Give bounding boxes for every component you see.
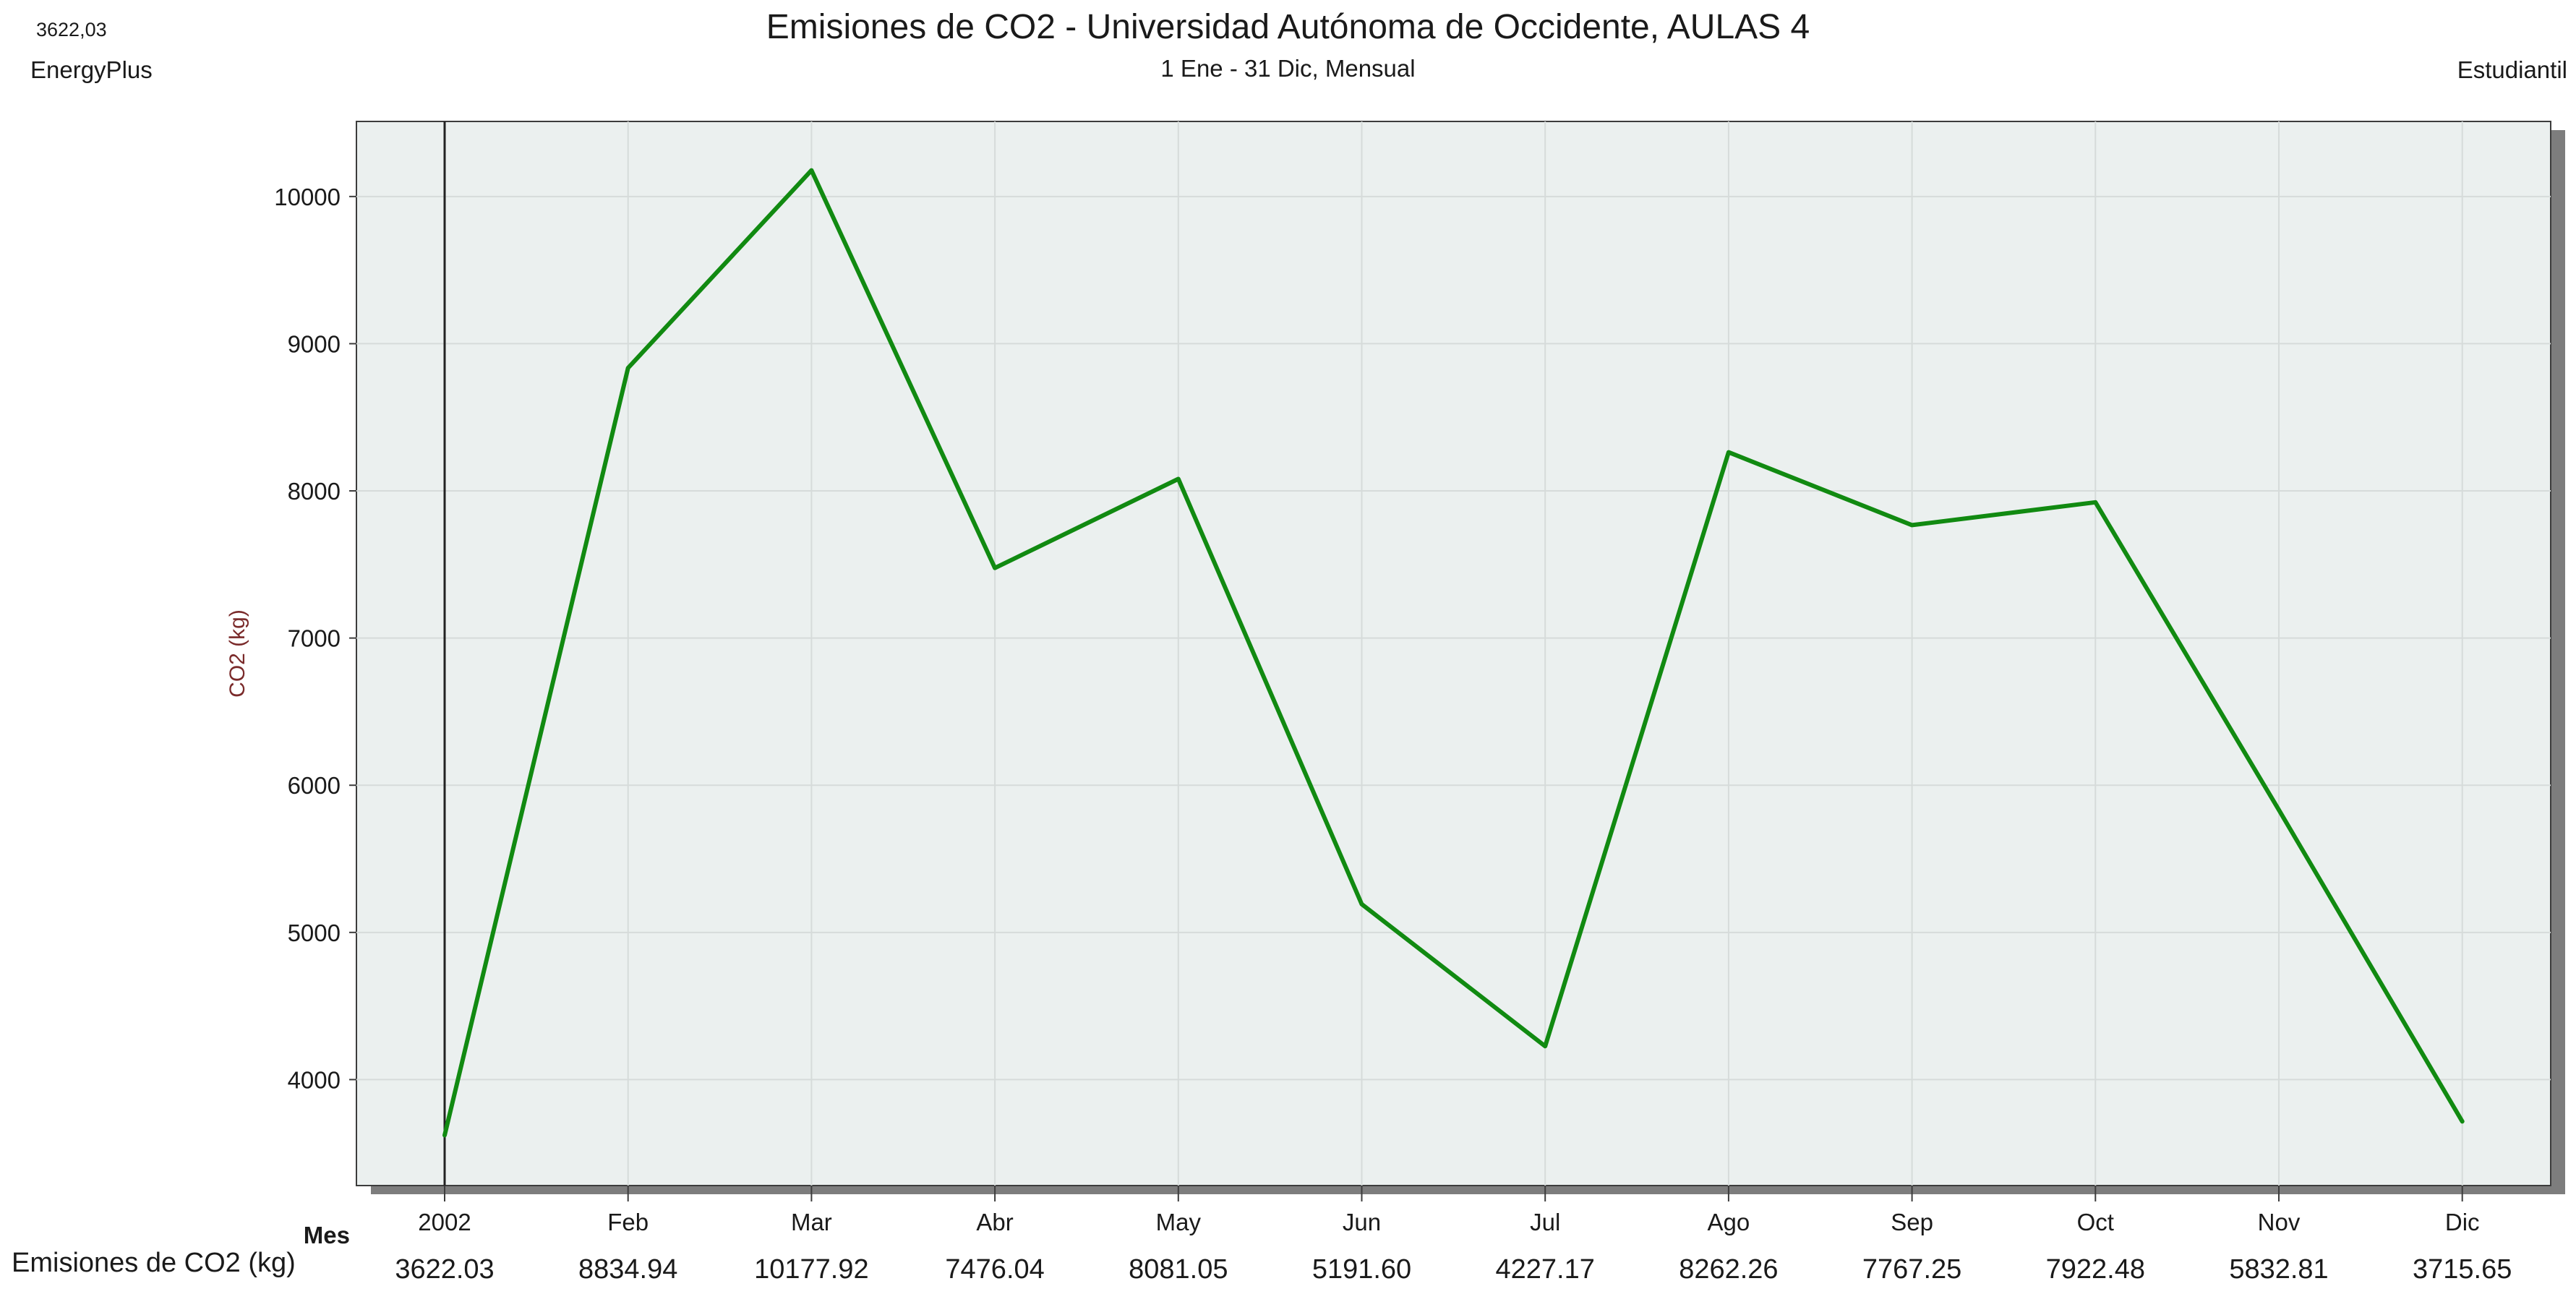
data-value-label: 5191.60 [1312, 1254, 1411, 1285]
y-tick-label: 5000 [288, 920, 341, 946]
x-tick-label: Feb [607, 1209, 649, 1235]
data-value-label: 8081.05 [1129, 1254, 1228, 1285]
data-value-label: 4227.17 [1496, 1254, 1595, 1285]
data-value-label: 7476.04 [945, 1254, 1044, 1285]
data-value-label: 3715.65 [2413, 1254, 2512, 1285]
y-tick-label: 8000 [288, 478, 341, 505]
x-tick-label: Ago [1708, 1209, 1750, 1235]
software-label: EnergyPlus [30, 56, 153, 83]
x-tick-label: Mar [791, 1209, 832, 1235]
y-tick-label: 7000 [288, 625, 341, 652]
y-tick-label: 10000 [274, 184, 341, 210]
x-tick-label: 2002 [418, 1209, 471, 1235]
data-value-label: 8262.26 [1679, 1254, 1778, 1285]
variant-label: Estudiantil [2457, 56, 2567, 83]
y-axis-label: CO2 (kg) [226, 609, 249, 698]
data-value-label: 5832.81 [2229, 1254, 2328, 1285]
x-tick-label: May [1156, 1209, 1202, 1235]
x-tick-label: Nov [2258, 1209, 2301, 1235]
x-tick-label: Jul [1530, 1209, 1560, 1235]
data-value-label: 7767.25 [1862, 1254, 1961, 1285]
data-value-label: 7922.48 [2046, 1254, 2145, 1285]
x-axis-ticks: 2002 Feb Mar Abr May Jun Jul Ago Sep Oct Nov Dic [418, 1186, 2480, 1235]
x-tick-label: Jun [1343, 1209, 1381, 1235]
x-axis-label: Mes [304, 1222, 350, 1248]
y-axis-ticks: 4000 5000 6000 7000 8000 9000 10000 [274, 184, 356, 1093]
cursor-value-readout: 3622,03 [36, 19, 107, 40]
chart-subtitle: 1 Ene - 31 Dic, Mensual [1160, 55, 1416, 82]
grid-layer [356, 121, 2551, 1186]
chart-title: Emisiones de CO2 - Universidad Autónoma … [766, 8, 1810, 46]
x-tick-label: Sep [1891, 1209, 1933, 1235]
series-line[interactable] [442, 168, 2465, 1138]
y-tick-label: 4000 [288, 1066, 341, 1093]
data-table-series-label: Emisiones de CO2 (kg) [12, 1248, 296, 1278]
y-tick-label: 9000 [288, 330, 341, 357]
y-tick-label: 6000 [288, 772, 341, 799]
data-value-label: 3622.03 [395, 1254, 494, 1285]
x-tick-label: Dic [2445, 1209, 2480, 1235]
plot-area[interactable] [356, 121, 2551, 1186]
x-tick-label: Oct [2077, 1209, 2114, 1235]
data-table-values: 3622.03 8834.94 10177.92 7476.04 8081.05 5191… [395, 1254, 2512, 1285]
x-tick-label: Abr [976, 1209, 1013, 1235]
data-value-label: 10177.92 [754, 1254, 869, 1285]
data-value-label: 8834.94 [578, 1254, 677, 1285]
